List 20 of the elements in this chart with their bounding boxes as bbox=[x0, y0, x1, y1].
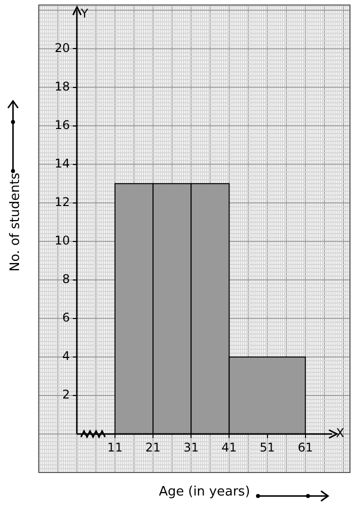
x-tick-label: 61 bbox=[298, 440, 313, 454]
y-tick-label: 6 bbox=[62, 310, 70, 325]
y-tick-label: 8 bbox=[62, 272, 70, 286]
x-tick-label: 51 bbox=[260, 440, 275, 454]
y-tick-label: 14 bbox=[54, 156, 70, 170]
x-tick-label: 31 bbox=[183, 440, 199, 454]
x-tick-label: 41 bbox=[222, 440, 237, 454]
y-axis-title: No. of students bbox=[8, 172, 24, 272]
y-tick-label: 2 bbox=[62, 388, 70, 402]
text: X bbox=[336, 426, 344, 440]
y-tick-label: 18 bbox=[54, 79, 70, 94]
y-tick-label: 4 bbox=[62, 349, 70, 364]
y-tick-label: 10 bbox=[54, 233, 70, 248]
x-tick-label: 21 bbox=[145, 440, 161, 454]
y-tick-label: 12 bbox=[54, 194, 70, 209]
y-tick-label: 20 bbox=[54, 40, 70, 55]
x-axis-title: Age (in years) bbox=[158, 484, 250, 500]
x-tick-label: 11 bbox=[107, 440, 123, 454]
annotation: Y bbox=[80, 6, 89, 20]
y-tick-label: 16 bbox=[54, 118, 70, 132]
